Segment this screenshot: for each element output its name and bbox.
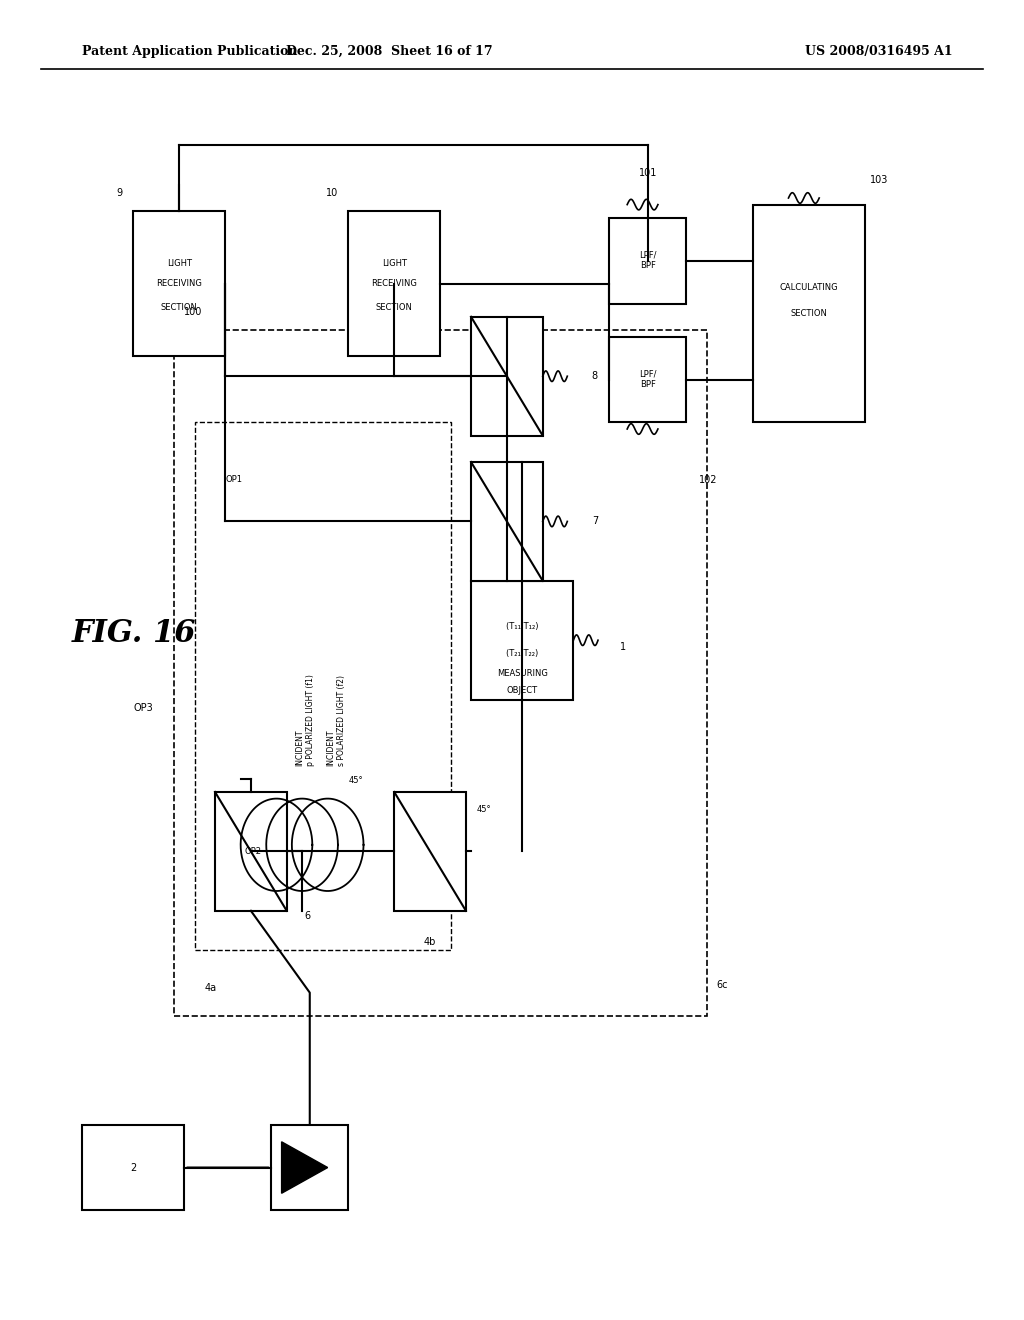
Bar bbox=[753, 205, 865, 422]
Text: OP3: OP3 bbox=[134, 702, 154, 713]
Text: LPF/
BPF: LPF/ BPF bbox=[639, 370, 656, 389]
Bar bbox=[609, 218, 686, 304]
Text: 6: 6 bbox=[304, 911, 310, 921]
Text: MEASURING: MEASURING bbox=[497, 669, 548, 677]
Bar bbox=[174, 330, 707, 1016]
Bar bbox=[195, 422, 451, 950]
Text: OP2: OP2 bbox=[244, 847, 261, 855]
Bar bbox=[471, 462, 543, 581]
Bar bbox=[271, 1125, 348, 1210]
Text: RECEIVING: RECEIVING bbox=[157, 280, 202, 288]
Text: 45°: 45° bbox=[348, 776, 362, 785]
Bar bbox=[394, 792, 466, 911]
Text: 102: 102 bbox=[698, 475, 718, 486]
Text: OBJECT: OBJECT bbox=[507, 686, 538, 694]
Text: INCIDENT
p POLARIZED LIGHT (f1): INCIDENT p POLARIZED LIGHT (f1) bbox=[296, 673, 315, 766]
Text: FIG. 16: FIG. 16 bbox=[72, 618, 197, 649]
Text: 3: 3 bbox=[306, 1163, 313, 1172]
Bar bbox=[471, 317, 543, 436]
Bar bbox=[82, 1125, 184, 1210]
Text: SECTION: SECTION bbox=[161, 304, 198, 312]
Text: 4b: 4b bbox=[424, 937, 436, 948]
Text: SECTION: SECTION bbox=[376, 304, 413, 312]
Text: 2: 2 bbox=[130, 1163, 136, 1172]
Text: 103: 103 bbox=[870, 174, 889, 185]
Text: SECTION: SECTION bbox=[791, 309, 827, 318]
Polygon shape bbox=[282, 1142, 328, 1193]
Bar bbox=[133, 211, 225, 356]
Text: (T₂₁ T₂₂): (T₂₁ T₂₂) bbox=[506, 649, 539, 657]
Text: 4a: 4a bbox=[205, 983, 217, 994]
Text: 8: 8 bbox=[592, 371, 598, 381]
Text: RECEIVING: RECEIVING bbox=[372, 280, 417, 288]
Text: OP1: OP1 bbox=[225, 475, 243, 484]
Bar bbox=[348, 211, 440, 356]
Text: LIGHT: LIGHT bbox=[382, 260, 407, 268]
Text: 10: 10 bbox=[326, 187, 338, 198]
Text: CALCULATING: CALCULATING bbox=[779, 282, 839, 292]
Text: 100: 100 bbox=[184, 306, 203, 317]
Text: LIGHT: LIGHT bbox=[167, 260, 191, 268]
Text: 1: 1 bbox=[620, 642, 626, 652]
Text: 7: 7 bbox=[592, 516, 598, 527]
Text: Patent Application Publication: Patent Application Publication bbox=[82, 45, 297, 58]
Bar bbox=[471, 581, 573, 700]
Text: 6c: 6c bbox=[717, 979, 728, 990]
Text: LPF/
BPF: LPF/ BPF bbox=[639, 251, 656, 271]
Bar bbox=[609, 337, 686, 422]
Text: INCIDENT
s POLARIZED LIGHT (f2): INCIDENT s POLARIZED LIGHT (f2) bbox=[327, 675, 346, 766]
Text: US 2008/0316495 A1: US 2008/0316495 A1 bbox=[805, 45, 952, 58]
Text: 101: 101 bbox=[639, 168, 656, 178]
Text: (T₁₁ T₁₂): (T₁₁ T₁₂) bbox=[506, 623, 539, 631]
Text: 9: 9 bbox=[117, 187, 123, 198]
Text: Dec. 25, 2008  Sheet 16 of 17: Dec. 25, 2008 Sheet 16 of 17 bbox=[286, 45, 493, 58]
Bar bbox=[215, 792, 287, 911]
Text: 45°: 45° bbox=[476, 805, 490, 814]
